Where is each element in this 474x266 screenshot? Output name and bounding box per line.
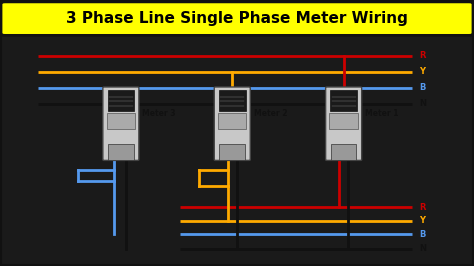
Bar bbox=[219, 90, 246, 111]
Bar bbox=[108, 90, 134, 111]
Bar bbox=[331, 144, 356, 160]
FancyBboxPatch shape bbox=[326, 87, 362, 160]
Text: Y: Y bbox=[419, 216, 426, 225]
FancyBboxPatch shape bbox=[214, 87, 250, 160]
FancyBboxPatch shape bbox=[103, 87, 139, 160]
Text: B: B bbox=[419, 230, 426, 239]
Bar bbox=[329, 113, 358, 129]
Text: Meter 1: Meter 1 bbox=[365, 109, 399, 118]
Text: N: N bbox=[419, 244, 427, 253]
Text: Y: Y bbox=[419, 67, 426, 76]
Text: 3 Phase Line Single Phase Meter Wiring: 3 Phase Line Single Phase Meter Wiring bbox=[66, 11, 408, 26]
Bar bbox=[107, 113, 135, 129]
Text: N: N bbox=[419, 99, 427, 108]
Text: R: R bbox=[419, 51, 426, 60]
Bar bbox=[218, 113, 246, 129]
Bar bbox=[219, 144, 245, 160]
Text: B: B bbox=[419, 83, 426, 92]
FancyBboxPatch shape bbox=[1, 2, 473, 35]
Text: Meter 3: Meter 3 bbox=[142, 109, 176, 118]
Bar bbox=[330, 90, 357, 111]
Text: Meter 2: Meter 2 bbox=[254, 109, 287, 118]
Bar bbox=[108, 144, 134, 160]
Text: R: R bbox=[419, 203, 426, 212]
